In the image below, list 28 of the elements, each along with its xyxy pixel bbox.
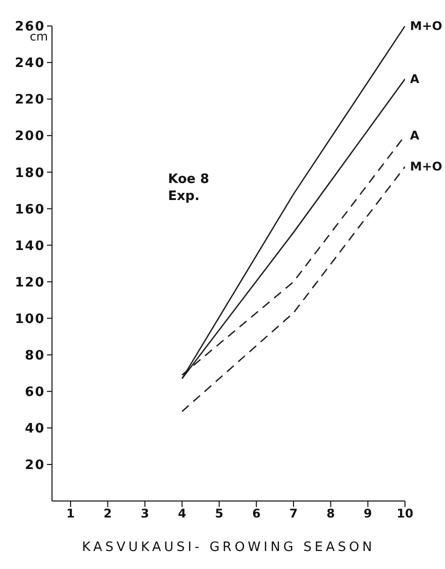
series-label: M+O (410, 19, 442, 33)
x-tick-label: 1 (66, 506, 75, 521)
x-tick-label: 6 (252, 506, 261, 521)
y-tick-label: 120 (14, 275, 45, 290)
x-tick-label: 9 (364, 506, 372, 521)
y-tick-label: 100 (14, 312, 45, 327)
y-tick-label: 220 (14, 92, 45, 108)
x-axis-title: KASVUKAUSI- GROWING SEASON (82, 540, 375, 555)
y-tick-label: 140 (14, 238, 45, 254)
x-tick-label: 7 (289, 506, 298, 521)
x-tick-label: 8 (326, 506, 335, 521)
annotation: Koe 8 Exp. (168, 172, 210, 204)
y-tick-label: 60 (24, 385, 45, 400)
y-tick-label: 80 (24, 348, 45, 364)
y-tick-label: 240 (14, 56, 45, 72)
y-tick-label: 160 (14, 202, 45, 218)
y-tick-label: 180 (14, 166, 45, 181)
x-tick-label: 2 (104, 506, 112, 521)
y-tick-label: 200 (14, 129, 45, 144)
x-tick-label: 4 (178, 506, 186, 521)
series-label: A (410, 128, 420, 143)
x-tick-label: 10 (396, 506, 414, 521)
series-label: M+O (410, 160, 442, 174)
y-tick-label: 20 (24, 458, 45, 474)
x-tick-label: 3 (140, 506, 150, 521)
series-label: A (410, 72, 420, 86)
x-tick-label: 5 (215, 506, 224, 521)
y-tick-label: 40 (24, 422, 45, 437)
